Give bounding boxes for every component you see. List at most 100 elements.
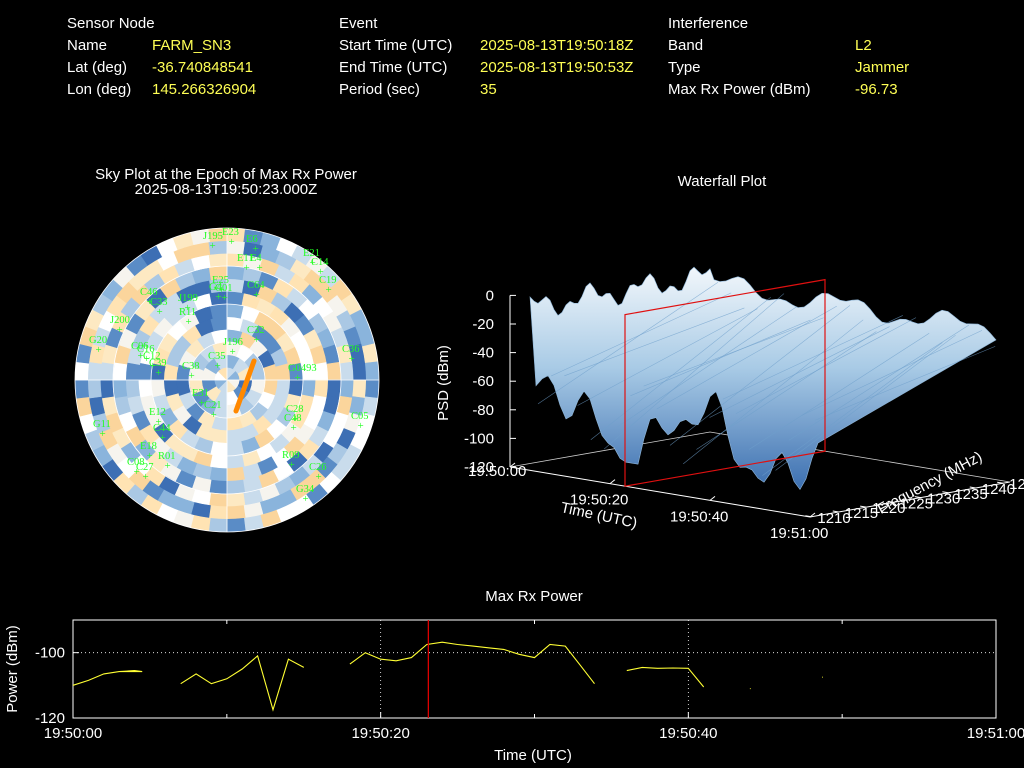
satellite-C64: +C64 [247,280,265,301]
sensor-lat-label: Lat (deg) [67,59,128,76]
satellite-E6: +E6 [246,234,259,255]
maxrx-ylabel: Power (dBm) [4,625,21,713]
satellite-C35: +C35 [208,351,226,372]
satellite-label: C27 [136,462,154,473]
waterfall-ridge [551,292,732,377]
satellite-marker: + [229,236,235,248]
freq-tick-label: 1230 [927,491,960,508]
satellite-R11: +R11 [179,307,196,328]
skyplot-subtitle: 2025-08-13T19:50:23.000Z [134,181,318,198]
satellite-label: E12 [149,407,166,418]
satellite-label: E6 [246,234,258,245]
waterfall-ridge [762,342,943,476]
sensor-lat-value: -36.740848541 [152,59,253,76]
satellite-marker: + [293,413,299,425]
time-tick-label: 19:51:00 [770,525,828,542]
waterfall-ridge [815,346,996,421]
freq-tick [805,515,812,518]
waterfall-time-marker [624,278,826,487]
satellite-marker: + [156,416,162,428]
satellite-label: R11 [179,307,196,318]
satellite-label: C36 [342,344,360,355]
satellite-marker: + [316,471,322,483]
satellite-marker: + [100,428,106,440]
satellite-label: C01 [215,283,233,294]
satellite-marker: + [117,324,123,336]
satellite-label: G4 [209,282,223,293]
satellite-marker: + [289,459,295,471]
satellite-label: C19 [319,275,337,286]
time-tick [509,462,516,468]
satellite-C48: +C48 [284,413,302,434]
satellite-marker: + [144,353,150,365]
maxrx-xlabel: Time (UTC) [494,747,572,764]
maxrx-xtick-label: 19:50:40 [659,725,717,742]
satellite-label: C39 [149,358,167,369]
satellite-label: G34 [296,484,315,495]
satellite-E11: +E11 [237,253,254,274]
satellite-E12: +E12 [149,407,166,428]
satellite-marker: + [186,316,192,328]
satellite-G11: +G11 [93,419,111,440]
satellite-marker: + [189,370,195,382]
waterfall-surface [529,266,997,490]
waterfall-ridge [617,306,798,428]
freq-tick [942,491,949,494]
satellite-label: E4 [250,253,262,264]
satellite-E4: +E4 [250,253,263,274]
satellite-C16: +C16 [137,344,155,365]
time-tick [709,495,716,501]
psd-tick-label: 0 [486,287,494,304]
freq-tick [832,510,839,513]
waterfall-ridge [603,293,785,450]
satellite-C33: +C33 [150,297,168,318]
waterfall-ridge [577,308,758,406]
psd-tick-label: -20 [472,316,494,333]
satellite-E21: +E21 [303,248,320,269]
satellite-G0493: +G0493 [288,363,317,384]
freq-tick [997,481,1004,484]
satellite-marker: + [222,292,228,304]
satellite-label: E31 [192,388,209,399]
freq-tick-label: 1240 [982,481,1015,498]
waterfall-ridge [749,332,930,450]
satellite-E25: +E25 [212,275,229,296]
waterfall-ridge [775,334,956,471]
satellite-label: C48 [284,413,302,424]
waterfall-ridge [683,319,864,465]
satellite-marker: + [165,460,171,472]
time-tick-label: 19:50:20 [570,492,628,509]
freq-tick [860,505,867,508]
skyplot-title: Sky Plot at the Epoch of Max Rx Power [95,166,357,183]
waterfall-ridge [537,282,719,405]
psd-tick-label: -120 [464,459,494,476]
satellite-label: E25 [212,275,229,286]
satellite-marker: + [147,450,153,462]
satellite-marker: + [210,240,216,252]
satellite-marker: + [291,422,297,434]
freq-tick [887,500,894,503]
satellite-label: C08 [127,457,145,468]
satellite-marker: + [160,432,166,444]
maxrx-frame [72,619,997,719]
waterfall-surface-body [529,266,997,490]
sensor-name-label: Name [67,37,108,54]
satellite-label: C32 [247,325,265,336]
psd-tick-label: -80 [472,402,494,419]
maxrx-xtick-label: 19:50:00 [44,725,102,742]
interference-band-value: L2 [855,37,872,54]
satellite-label: C16 [137,344,155,355]
freq-tick-label: 1225 [900,495,933,512]
satellite-C44: +C44 [153,423,171,444]
maxrx-line-segment [72,670,143,686]
satellite-E31: +E31 [192,388,209,409]
maxrx-grid [73,620,996,718]
satellite-C36: +C36 [342,344,360,365]
satellite-C28: +C28 [286,404,304,425]
satellite-marker: + [303,493,309,505]
satellite-marker: + [318,266,324,278]
waterfall-psd-ticks: 0 -20 -40 -60 -80 -100 -120 [464,287,516,476]
satellite-label: C44 [153,423,171,434]
maxrx-ytick-label: -120 [35,710,65,727]
